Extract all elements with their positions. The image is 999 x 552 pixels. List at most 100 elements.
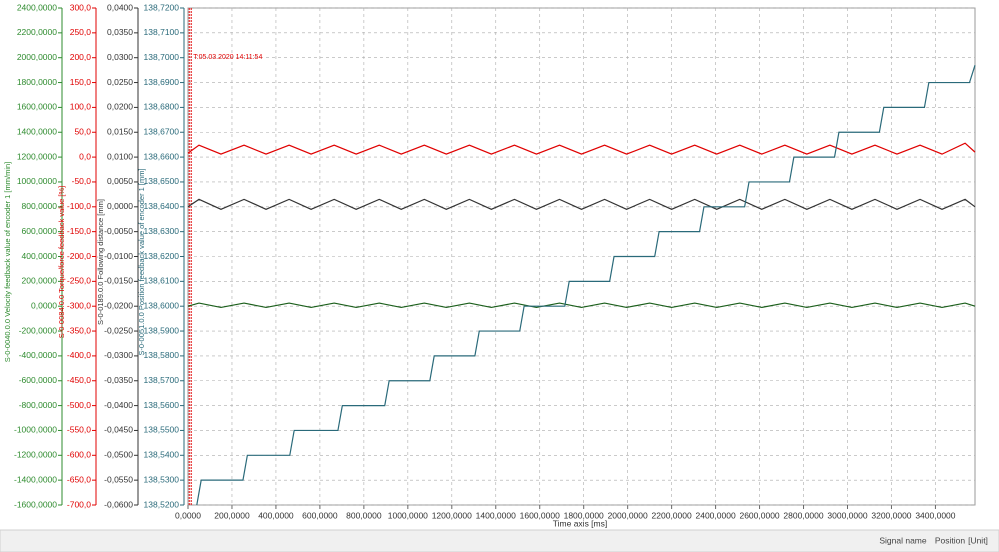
y-tick-label: -0,0450 [104,425,133,435]
y-tick-label: -200,0 [67,251,91,261]
status-bar [0,529,999,552]
y-tick-label: -400,0000 [19,350,58,360]
y-tick-label: 138,5400 [144,450,180,460]
x-tick-label: 3000,0000 [827,510,867,520]
y-tick-label: 600,0000 [22,226,58,236]
x-tick-label: 2000,0000 [608,510,648,520]
y-tick-label: 138,5200 [144,499,180,509]
y-tick-label: 138,6100 [144,276,180,286]
y-tick-label: -50,0 [72,176,92,186]
y-tick-label: -0,0550 [104,474,133,484]
y-tick-label: 0,0350 [107,27,133,37]
y-tick-label: 400,0000 [22,251,58,261]
y-tick-label: 0,0050 [107,176,133,186]
y-tick-label: 2200,0000 [17,27,57,37]
y-tick-label: 138,7100 [144,27,180,37]
y-tick-label: -1400,0000 [14,474,57,484]
status-unit: [Unit] [968,535,988,545]
x-tick-label: 2200,0000 [652,510,692,520]
x-tick-label: 2800,0000 [783,510,823,520]
y-tick-label: -350,0 [67,325,91,335]
y-tick-label: -1600,0000 [14,499,57,509]
x-tick-label: 1400,0000 [476,510,516,520]
x-tick-label: 1800,0000 [564,510,604,520]
y-tick-label: -450,0 [67,375,91,385]
y-tick-label: -300,0 [67,300,91,310]
y-tick-label: -0,0250 [104,325,133,335]
y-tick-label: 300,0 [70,2,92,12]
x-tick-label: 2400,0000 [696,510,736,520]
y-tick-label: 0,0150 [107,127,133,137]
y-tick-label: -0,0200 [104,300,133,310]
y-tick-label: 0,0100 [107,151,133,161]
y-tick-label: -400,0 [67,350,91,360]
y-tick-label: 0,0000 [31,300,57,310]
x-tick-label: 800,0000 [346,510,382,520]
x-tick-label: 1600,0000 [520,510,560,520]
y-tick-label: -800,0000 [19,400,58,410]
y-tick-label: 138,6400 [144,201,180,211]
y-tick-label: -0,0500 [104,450,133,460]
series-line [187,142,976,155]
x-tick-label: 1200,0000 [432,510,472,520]
y-tick-label: -100,0 [67,201,91,211]
cursor-label: T:05.03.2020 14:11:54 [193,54,262,61]
y-tick-label: -500,0 [67,400,91,410]
y-tick-label: 0,0400 [107,2,133,12]
y-tick-label: -1000,0000 [14,425,57,435]
y-tick-label: 200,0 [70,52,92,62]
y-tick-label: -650,0 [67,474,91,484]
y-axis-label: S-0-0189.0.0 Following distance [mm] [96,199,105,325]
series-line [196,64,976,506]
y-tick-label: 138,5800 [144,350,180,360]
y-tick-label: 138,6600 [144,151,180,161]
y-tick-label: 138,7200 [144,2,180,12]
y-tick-label: 0,0250 [107,77,133,87]
series-line [187,302,976,309]
y-tick-label: 2000,0000 [17,52,57,62]
y-tick-label: 1600,0000 [17,102,57,112]
y-tick-label: 138,7000 [144,52,180,62]
y-tick-label: -0,0350 [104,375,133,385]
y-tick-label: -1200,0000 [14,450,57,460]
y-tick-label: 800,0000 [22,201,58,211]
y-tick-label: 138,6200 [144,251,180,261]
y-tick-label: 50,0 [74,127,91,137]
y-tick-label: 138,6300 [144,226,180,236]
y-tick-label: 1400,0000 [17,127,57,137]
y-tick-label: 138,6000 [144,300,180,310]
y-tick-label: 0,0000 [107,201,133,211]
status-position: Position [935,535,966,545]
y-tick-label: -0,0400 [104,400,133,410]
y-tick-label: -0,0150 [104,276,133,286]
x-tick-label: 1000,0000 [388,510,428,520]
y-tick-label: 138,6800 [144,102,180,112]
y-tick-label: -600,0 [67,450,91,460]
y-tick-label: 1800,0000 [17,77,57,87]
y-tick-label: 0,0200 [107,102,133,112]
y-tick-label: -0,0600 [104,499,133,509]
x-tick-label: 400,0000 [258,510,294,520]
y-tick-label: 2400,0000 [17,2,57,12]
y-tick-label: 138,5700 [144,375,180,385]
y-tick-label: 0,0 [79,151,91,161]
x-axis-label: Time axis [ms] [553,518,607,528]
y-axis-label: S-0-0084.0.0 Torque/force feedback value… [57,186,66,338]
series-line [187,198,976,210]
y-axis-label: S-0-0040.0.0 Velocity feedback value of … [3,162,12,363]
y-tick-label: -150,0 [67,226,91,236]
y-tick-label: -600,0000 [19,375,58,385]
y-tick-label: 138,5500 [144,425,180,435]
y-tick-label: -550,0 [67,425,91,435]
y-tick-label: 200,0000 [22,276,58,286]
y-tick-label: 150,0 [70,77,92,87]
y-tick-label: 138,6700 [144,127,180,137]
y-tick-label: -0,0050 [104,226,133,236]
y-tick-label: -0,0300 [104,350,133,360]
y-tick-label: 138,5300 [144,474,180,484]
y-tick-label: 1200,0000 [17,151,57,161]
y-axis-label: S-0-0051.0.0 Position feedback value of … [137,168,146,355]
x-tick-label: 2600,0000 [739,510,779,520]
